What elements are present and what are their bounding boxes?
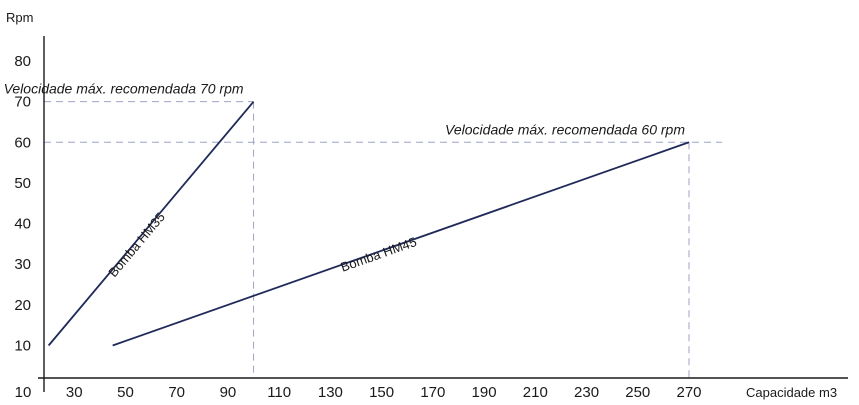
x-tick-label: 90 [220,384,237,401]
y-tick-label: 20 [14,297,31,314]
series-line [112,141,690,347]
annotation-label: Velocidade máx. recomendada 60 rpm [445,121,685,137]
y-tick-label: 50 [14,175,31,192]
reference-lines [44,101,722,378]
x-tick-label: 230 [574,384,599,401]
series-lines [47,101,690,347]
y-tick-label: 30 [14,256,31,273]
annotation-label: Velocidade máx. recomendada 70 rpm [4,81,244,97]
x-ticks: 10 30 50 70 90 110 130 150 170 190 210 230 250 270 [15,384,702,401]
y-ticks: 10 20 30 40 50 60 70 80 [14,53,31,355]
series-label: Bomba HM35 [105,209,168,280]
y-tick-label: 10 [14,338,31,355]
x-tick-label: 30 [66,384,83,401]
x-tick-label: 190 [472,384,497,401]
x-tick-label: 150 [369,384,394,401]
x-tick-label: 270 [676,384,701,401]
series-line [47,101,255,347]
x-tick-label: 250 [625,384,650,401]
y-tick-label: 70 [14,94,31,111]
x-tick-label: 210 [523,384,548,401]
x-tick-label: 10 [15,384,32,401]
y-tick-label: 40 [14,216,31,233]
x-axis-label: Capacidade m3 [746,385,837,400]
series-label: Bomba HM45 [339,234,419,275]
y-tick-label: 60 [14,134,31,151]
x-tick-label: 130 [318,384,343,401]
x-tick-label: 50 [117,384,134,401]
y-tick-label: 80 [14,53,31,70]
y-axis-label: Rpm [6,10,33,25]
axes [38,36,848,392]
x-tick-label: 110 [267,384,291,401]
series-labels: Bomba HM35 Bomba HM45 [105,209,418,280]
annotations: Velocidade máx. recomendada 70 rpm Veloci… [4,81,686,138]
x-tick-label: 170 [420,384,445,401]
x-tick-label: 70 [168,384,185,401]
